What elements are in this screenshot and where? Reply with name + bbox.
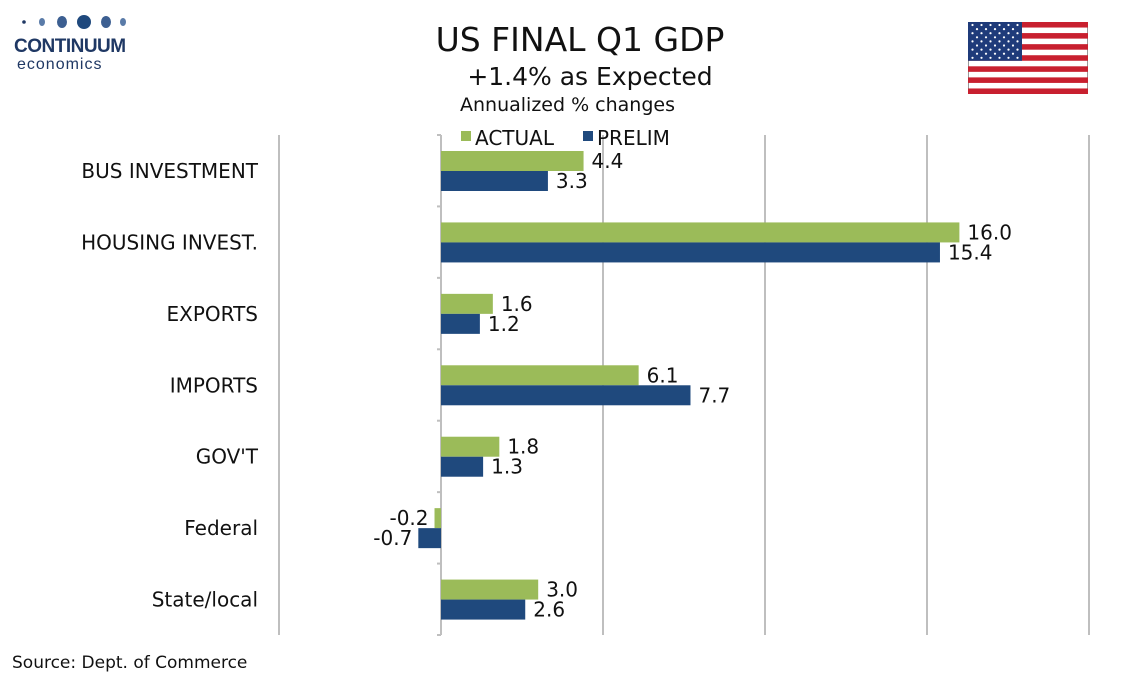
data-label: 3.3 — [556, 169, 588, 193]
logo-subtext: economics — [17, 56, 103, 73]
category-label: EXPORTS — [167, 302, 259, 326]
bar-prelim — [418, 528, 441, 549]
category-label: IMPORTS — [170, 373, 258, 397]
bar-actual — [441, 293, 493, 314]
logo-wordmark: CONTINUUM — [14, 36, 126, 57]
data-label: 2.6 — [533, 598, 565, 622]
legend-swatch-actual — [461, 131, 471, 141]
data-label: 15.4 — [948, 240, 993, 264]
data-label: 3.0 — [546, 578, 578, 602]
bar-prelim — [441, 171, 548, 191]
grid-layer — [278, 134, 1090, 636]
bars-layer — [418, 151, 960, 620]
data-label: -0.7 — [373, 526, 412, 550]
source-note: Source: Dept. of Commerce — [12, 653, 248, 673]
continuum-logo: CONTINUUM economics — [14, 14, 144, 74]
bar-prelim — [441, 242, 940, 263]
data-label: 16.0 — [967, 220, 1012, 244]
us-flag-icon — [968, 22, 1088, 94]
category-label: HOUSING INVEST. — [81, 230, 258, 254]
chart-subtitle: +1.4% as Expected — [467, 62, 713, 91]
data-label: 7.7 — [698, 383, 730, 407]
bar-prelim — [441, 599, 526, 620]
bar-actual — [441, 151, 584, 171]
legend-swatch-prelim — [583, 131, 593, 141]
legend-label: PRELIM — [597, 126, 670, 150]
data-label: -0.2 — [389, 506, 428, 530]
chart-title: US FINAL Q1 GDP — [435, 20, 725, 59]
bar-prelim — [441, 385, 691, 406]
legend: ACTUAL PRELIM — [461, 126, 670, 150]
bar-prelim — [441, 313, 480, 334]
category-label: GOV'T — [196, 445, 259, 469]
bar-actual — [441, 579, 539, 600]
category-label: Federal — [184, 516, 258, 540]
bar-actual — [434, 508, 441, 529]
data-label: 4.4 — [592, 149, 624, 173]
units-label: Annualized % changes — [460, 94, 676, 116]
data-label: 1.3 — [491, 455, 523, 479]
data-label: 6.1 — [647, 363, 679, 387]
legend-label: ACTUAL — [475, 126, 555, 150]
data-label: 1.2 — [488, 312, 520, 336]
category-label: State/local — [152, 588, 258, 612]
logo-dots-icon — [22, 15, 126, 29]
category-label: BUS INVESTMENT — [81, 159, 258, 183]
bar-prelim — [441, 456, 484, 477]
bar-actual — [441, 365, 639, 386]
bar-actual — [441, 222, 960, 243]
bar-actual — [441, 436, 500, 457]
data-label: 1.8 — [507, 435, 539, 459]
data-label: 1.6 — [501, 292, 533, 316]
